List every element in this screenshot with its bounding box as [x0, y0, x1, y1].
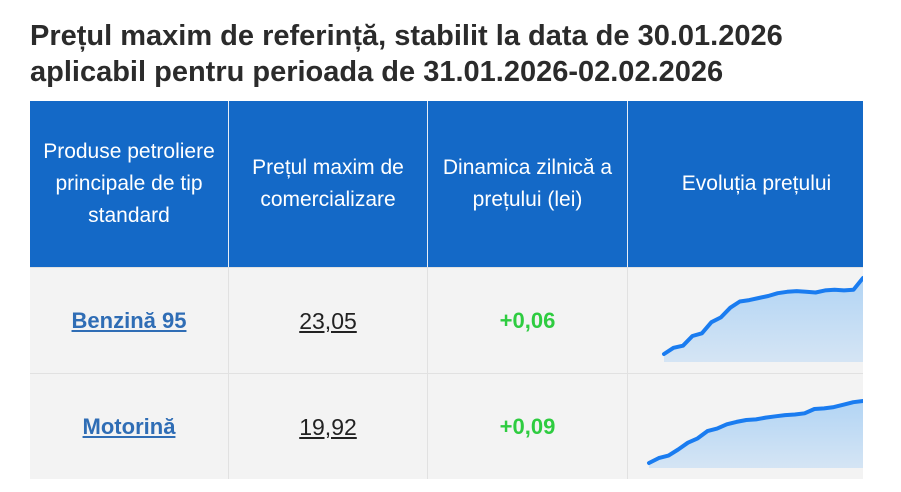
- title-line-2: aplicabil pentru perioada de 31.01.2026-…: [30, 56, 724, 88]
- product-link-benzina-95[interactable]: Benzină 95: [71, 308, 187, 333]
- header-max-price: Prețul maxim de comercializare: [229, 101, 428, 267]
- max-price-value[interactable]: 19,92: [299, 413, 357, 440]
- daily-change-value: +0,09: [499, 414, 556, 439]
- header-price-evolution: Evoluția prețului: [681, 172, 832, 195]
- price-sparkline: [628, 268, 863, 374]
- sparkline-area: [664, 278, 863, 362]
- sparkline-area: [649, 401, 863, 468]
- sparkline-line: [647, 399, 863, 465]
- page-title: Prețul maxim de referință, stabilit la d…: [30, 18, 890, 90]
- header-daily-change: Dinamica zilnică a prețului (lei): [428, 101, 628, 267]
- table-row: Benzină 95 23,05 +0,06: [30, 267, 863, 374]
- price-sparkline: [628, 374, 863, 479]
- daily-change-value: +0,06: [499, 308, 556, 333]
- title-line-1: Prețul maxim de referință, stabilit la d…: [30, 20, 783, 52]
- table-header: Produse petroliere principale de tip sta…: [30, 101, 863, 267]
- sparkline-line: [662, 276, 863, 356]
- price-table: Produse petroliere principale de tip sta…: [30, 101, 863, 479]
- max-price-value[interactable]: 23,05: [299, 307, 357, 334]
- header-products: Produse petroliere principale de tip sta…: [30, 101, 229, 267]
- product-link-motorina[interactable]: Motorină: [82, 414, 176, 439]
- table-row: Motorină 19,92 +0,09: [30, 373, 863, 479]
